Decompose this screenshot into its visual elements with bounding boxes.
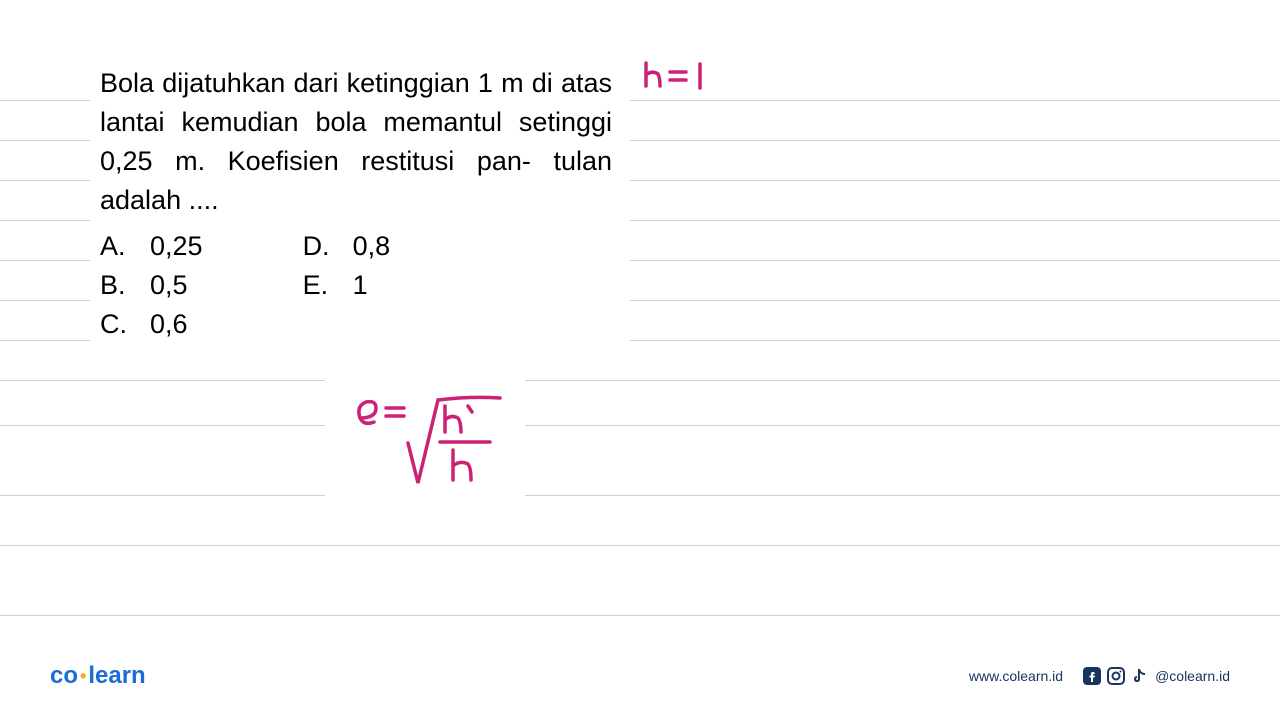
option-a: A. 0,25 bbox=[100, 227, 203, 266]
logo-dot: • bbox=[80, 666, 86, 686]
question-text: Bola dijatuhkan dari ketinggian 1 m di a… bbox=[100, 64, 612, 221]
option-e-value: 1 bbox=[353, 266, 368, 305]
ruled-line bbox=[0, 425, 1280, 426]
option-c-letter: C. bbox=[100, 305, 150, 344]
option-a-letter: A. bbox=[100, 227, 150, 266]
option-c-value: 0,6 bbox=[150, 305, 188, 344]
option-b: B. 0,5 bbox=[100, 266, 203, 305]
option-b-value: 0,5 bbox=[150, 266, 188, 305]
option-d: D. 0,8 bbox=[303, 227, 391, 266]
footer: co•learn www.colearn.id @colearn.id bbox=[0, 662, 1280, 690]
option-e: E. 1 bbox=[303, 266, 391, 305]
ruled-line bbox=[0, 380, 1280, 381]
option-a-value: 0,25 bbox=[150, 227, 203, 266]
social-icons: @colearn.id bbox=[1083, 667, 1230, 685]
options-right-column: D. 0,8 E. 1 bbox=[303, 227, 391, 344]
instagram-icon bbox=[1107, 667, 1125, 685]
option-d-letter: D. bbox=[303, 227, 353, 266]
handwriting-e-equation bbox=[350, 388, 550, 508]
tiktok-icon bbox=[1131, 667, 1149, 685]
options-left-column: A. 0,25 B. 0,5 C. 0,6 bbox=[100, 227, 203, 344]
footer-url: www.colearn.id bbox=[969, 668, 1063, 684]
options-container: A. 0,25 B. 0,5 C. 0,6 D. 0,8 E. 1 bbox=[100, 227, 612, 344]
option-b-letter: B. bbox=[100, 266, 150, 305]
colearn-logo: co•learn bbox=[50, 662, 146, 690]
facebook-icon bbox=[1083, 667, 1101, 685]
footer-handle: @colearn.id bbox=[1155, 668, 1230, 684]
option-e-letter: E. bbox=[303, 266, 353, 305]
question-content: Bola dijatuhkan dari ketinggian 1 m di a… bbox=[100, 60, 620, 348]
ruled-line bbox=[0, 545, 1280, 546]
logo-learn-text: learn bbox=[88, 662, 145, 689]
option-d-value: 0,8 bbox=[353, 227, 391, 266]
question-line-1: Bola dijatuhkan dari ketinggian 1 m di bbox=[100, 68, 553, 98]
ruled-line bbox=[0, 615, 1280, 616]
logo-co-text: co bbox=[50, 662, 78, 689]
handwriting-h-equals-1 bbox=[638, 58, 738, 103]
option-c: C. 0,6 bbox=[100, 305, 203, 344]
ruled-line bbox=[0, 495, 1280, 496]
footer-right: www.colearn.id @colearn.id bbox=[969, 667, 1230, 685]
